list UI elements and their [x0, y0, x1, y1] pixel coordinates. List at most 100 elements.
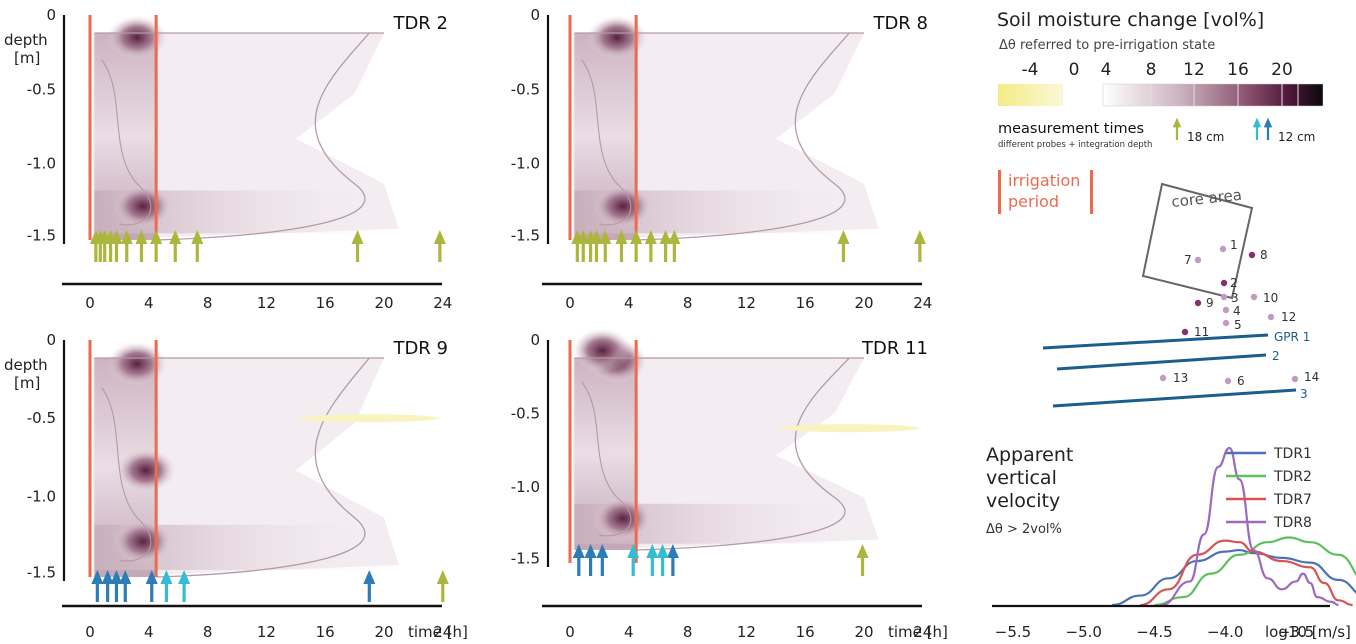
- moisture-field: [92, 358, 399, 577]
- probe-label: 5: [1234, 318, 1242, 332]
- arrow-12cm-a-icon: [1263, 117, 1273, 140]
- legend-subtitle: Δθ referred to pre-irrigation state: [999, 38, 1215, 53]
- scale-negative-bar: [998, 84, 1063, 106]
- core-area-box: [1141, 182, 1254, 300]
- density-line-tdr7: [1140, 539, 1353, 607]
- arrow-18cm-icon: [913, 230, 926, 262]
- arrow-18cm-icon: [433, 230, 446, 262]
- arrow-12cm-a-icon: [363, 570, 376, 602]
- velocity-title-3: velocity: [986, 490, 1060, 512]
- velocity-x-tick: −5.0: [1066, 623, 1102, 641]
- moisture-hotspot: [587, 15, 648, 60]
- irrigation-line-end: [634, 340, 638, 563]
- x-tick-label: 20: [374, 294, 393, 312]
- y-axis-label-1: depth: [4, 31, 48, 49]
- scale-label: 4: [1101, 60, 1112, 80]
- moisture-contour-inner: [101, 59, 152, 226]
- y-tick-label: -1.5: [511, 550, 540, 568]
- probe-label: 2: [1230, 276, 1238, 290]
- probe-label: 13: [1173, 371, 1188, 385]
- probe-point: [1220, 293, 1228, 301]
- moisture-hotspot: [107, 341, 168, 386]
- moisture-hotspot: [592, 496, 653, 541]
- legend-title: Soil moisture change [vol%]: [997, 9, 1264, 31]
- probe-point: [1291, 375, 1299, 383]
- probe-point: [1219, 245, 1227, 253]
- x-tick-label: 16: [796, 623, 815, 641]
- y-tick-label: 0: [530, 331, 540, 349]
- panel-tdr9: 0 -0.5 -1.0 -1.5 depth[m] TDR 9 0 4 8 12 16 20 24tim…: [4, 331, 468, 641]
- probe-point: [1194, 299, 1202, 307]
- y-tick-label: 0: [530, 6, 540, 24]
- scale-label: 8: [1146, 60, 1157, 80]
- gpr-line-2: [1056, 353, 1267, 371]
- density-curves: [1111, 446, 1356, 607]
- irrigation-label-1: irrigation: [1008, 171, 1080, 190]
- scale-label: 12: [1183, 60, 1205, 80]
- panel-title: TDR 9: [392, 338, 448, 359]
- arrow-18cm-icon: [837, 230, 850, 262]
- x-tick-label: 20: [854, 294, 873, 312]
- probe-point: [1267, 313, 1275, 321]
- arrow-12cm-b-icon: [178, 570, 191, 602]
- density-line-tdr8: [1161, 446, 1339, 607]
- irrigation-legend-bar-right: [1090, 170, 1093, 214]
- y-tick-label: -0.5: [27, 409, 56, 427]
- gpr-label-1: GPR 1: [1274, 330, 1310, 344]
- probe-label: 8: [1260, 248, 1268, 262]
- moisture-hotspot: [572, 328, 633, 373]
- y-tick-label: 0: [46, 6, 56, 24]
- probe-point: [1250, 293, 1258, 301]
- irrigation-legend-bar-left: [998, 170, 1001, 214]
- probe-point: [1248, 251, 1256, 259]
- x-tick-label: 24: [913, 623, 932, 641]
- density-legend: TDR1 TDR2 TDR7 TDR8: [1226, 446, 1312, 531]
- gpr-line-1: [1042, 333, 1269, 350]
- label-12cm: 12 cm: [1278, 130, 1315, 144]
- scale-label: 0: [1069, 60, 1080, 80]
- x-tick-label: 0: [565, 623, 575, 641]
- velocity-title-2: vertical: [986, 467, 1057, 489]
- arrow-12cm-b-icon: [160, 570, 173, 602]
- velocity-subtitle: Δθ > 2vol%: [986, 522, 1062, 537]
- probe-point: [1222, 319, 1230, 327]
- probe-label: 10: [1263, 291, 1278, 305]
- velocity-x-ticks: −5.5 −5.0 −4.5 −4.0 −3.5: [995, 623, 1314, 641]
- y-tick-label: -1.5: [27, 563, 56, 581]
- negative-band: [299, 414, 440, 423]
- x-tick-label: 4: [624, 294, 634, 312]
- moisture-legend: Soil moisture change [vol%] Δθ referred …: [997, 9, 1324, 214]
- velocity-x-tick: −3.5: [1278, 623, 1314, 641]
- moisture-hotspot: [115, 448, 176, 493]
- gpr-line-3: [1052, 388, 1297, 408]
- x-tick-label: 4: [144, 623, 154, 641]
- measurement-title: measurement times: [998, 121, 1144, 137]
- moisture-contour-inner: [581, 381, 632, 537]
- probe-label: 6: [1237, 374, 1245, 388]
- velocity-chart: Apparent vertical velocity Δθ > 2vol% TD…: [986, 444, 1356, 641]
- y-tick-label: -1.0: [511, 155, 540, 173]
- legend-label-tdr8: TDR8: [1273, 515, 1312, 531]
- x-tick-label: 16: [316, 294, 335, 312]
- irrigation-line-start: [88, 15, 92, 240]
- density-line-tdr1: [1111, 548, 1356, 607]
- moisture-hotspot: [107, 15, 168, 60]
- velocity-x-label: log10 [m/s]: [1265, 623, 1351, 641]
- y-tick-label: -1.0: [27, 155, 56, 173]
- y-axis-label-2: [m]: [14, 374, 40, 392]
- probe-point: [1220, 279, 1228, 287]
- panel-title: TDR 8: [872, 13, 928, 34]
- gpr-label-3: 3: [1300, 387, 1308, 401]
- x-tick-label: 12: [737, 623, 756, 641]
- arrow-18cm-icon: [351, 230, 364, 262]
- irrigation-line-end: [154, 340, 158, 577]
- probe-point: [1222, 306, 1230, 314]
- y-tick-label: -0.5: [511, 80, 540, 98]
- probe-label: 14: [1304, 370, 1319, 384]
- x-tick-label: 0: [85, 294, 95, 312]
- moisture-hotspot: [112, 519, 173, 564]
- x-tick-label: 24: [433, 623, 452, 641]
- arrow-12cm-b-icon: [1252, 117, 1262, 140]
- irrigation-line-start: [88, 340, 92, 577]
